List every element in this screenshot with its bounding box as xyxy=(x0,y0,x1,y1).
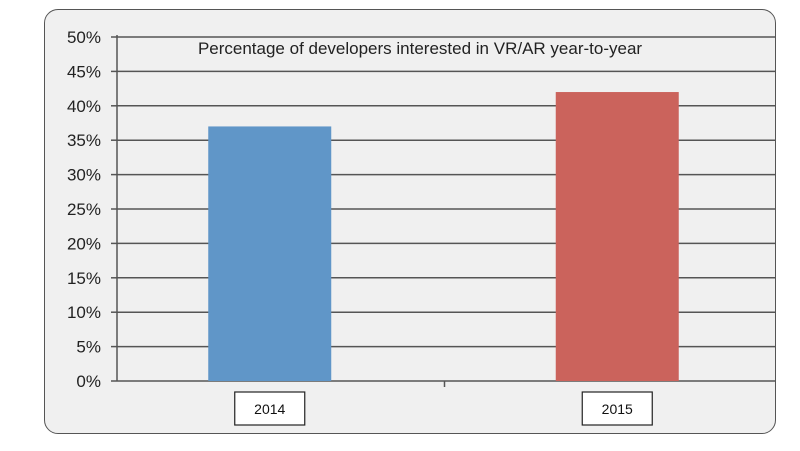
bar-2014 xyxy=(208,126,332,381)
y-tick-label: 15% xyxy=(67,269,101,288)
y-tick-label: 45% xyxy=(67,62,101,81)
chart-title: Percentage of developers interested in V… xyxy=(198,39,642,58)
y-tick-label: 5% xyxy=(76,338,101,357)
category-label-box xyxy=(234,391,306,426)
y-tick-label: 50% xyxy=(67,28,101,47)
bar-2015 xyxy=(555,92,679,381)
y-tick-label: 30% xyxy=(67,166,101,185)
x-tick-label: 2015 xyxy=(602,401,633,417)
category-label-box xyxy=(581,391,653,426)
y-tick-label: 0% xyxy=(76,372,101,391)
y-tick-label: 40% xyxy=(67,97,101,116)
y-tick-label: 10% xyxy=(67,303,101,322)
y-tick-label: 35% xyxy=(67,131,101,150)
x-tick-label: 2014 xyxy=(254,401,285,417)
y-tick-label: 25% xyxy=(67,200,101,219)
y-tick-label: 20% xyxy=(67,234,101,253)
